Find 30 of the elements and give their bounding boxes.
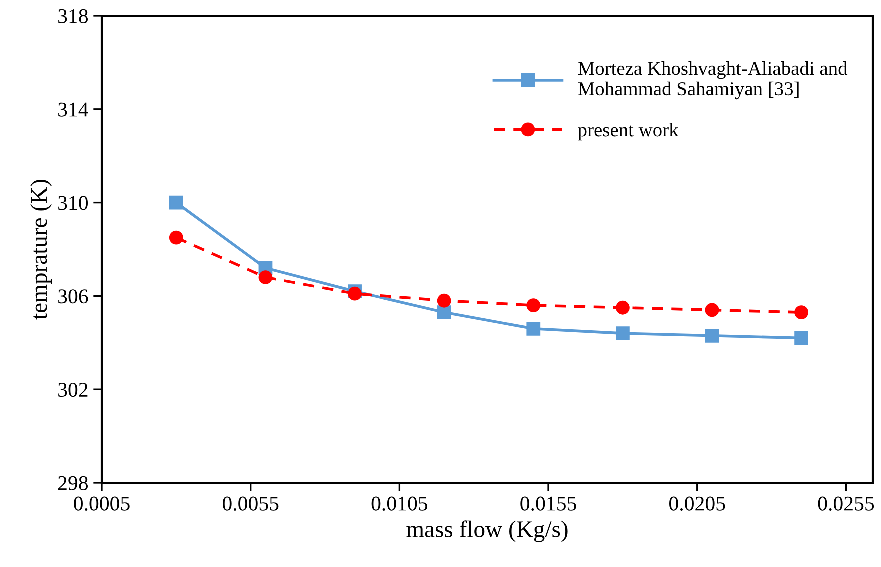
x-tick-label: 0.0155: [520, 496, 576, 511]
point: [169, 230, 184, 245]
point: [616, 300, 630, 315]
legend-label: present work: [578, 123, 679, 141]
y-tick-label: 314: [58, 102, 88, 117]
y-tick-label: 318: [58, 9, 88, 24]
point: [616, 326, 630, 341]
point: [526, 322, 541, 336]
point: [348, 286, 362, 301]
y-axis-title: temprature (K): [30, 180, 52, 320]
x-tick-label: 0.0105: [372, 496, 428, 511]
point: [705, 303, 720, 318]
x-tick-label: 0.0205: [670, 496, 726, 511]
y-tick-label: 306: [58, 290, 88, 304]
x-tick-label: 0.0255: [818, 496, 874, 511]
y-tick-label: 298: [58, 476, 88, 490]
x-tick-label: 0.0005: [74, 496, 130, 511]
point: [705, 328, 720, 343]
point: [169, 196, 184, 210]
point: [437, 294, 452, 308]
y-tick-label: 302: [58, 382, 88, 398]
x-tick-label: 0.0055: [222, 496, 279, 511]
point: [437, 306, 452, 320]
point: [794, 306, 808, 320]
x-axis-title: mass flow (Kg/s): [406, 520, 568, 542]
y-tick-label: 310: [58, 196, 88, 210]
point: [526, 298, 541, 312]
point: [794, 331, 808, 346]
point: [258, 270, 273, 284]
legend-label: Morteza Khoshvaght-Aliabadi and Mohammad Sahamiyan [33]: [578, 62, 848, 100]
